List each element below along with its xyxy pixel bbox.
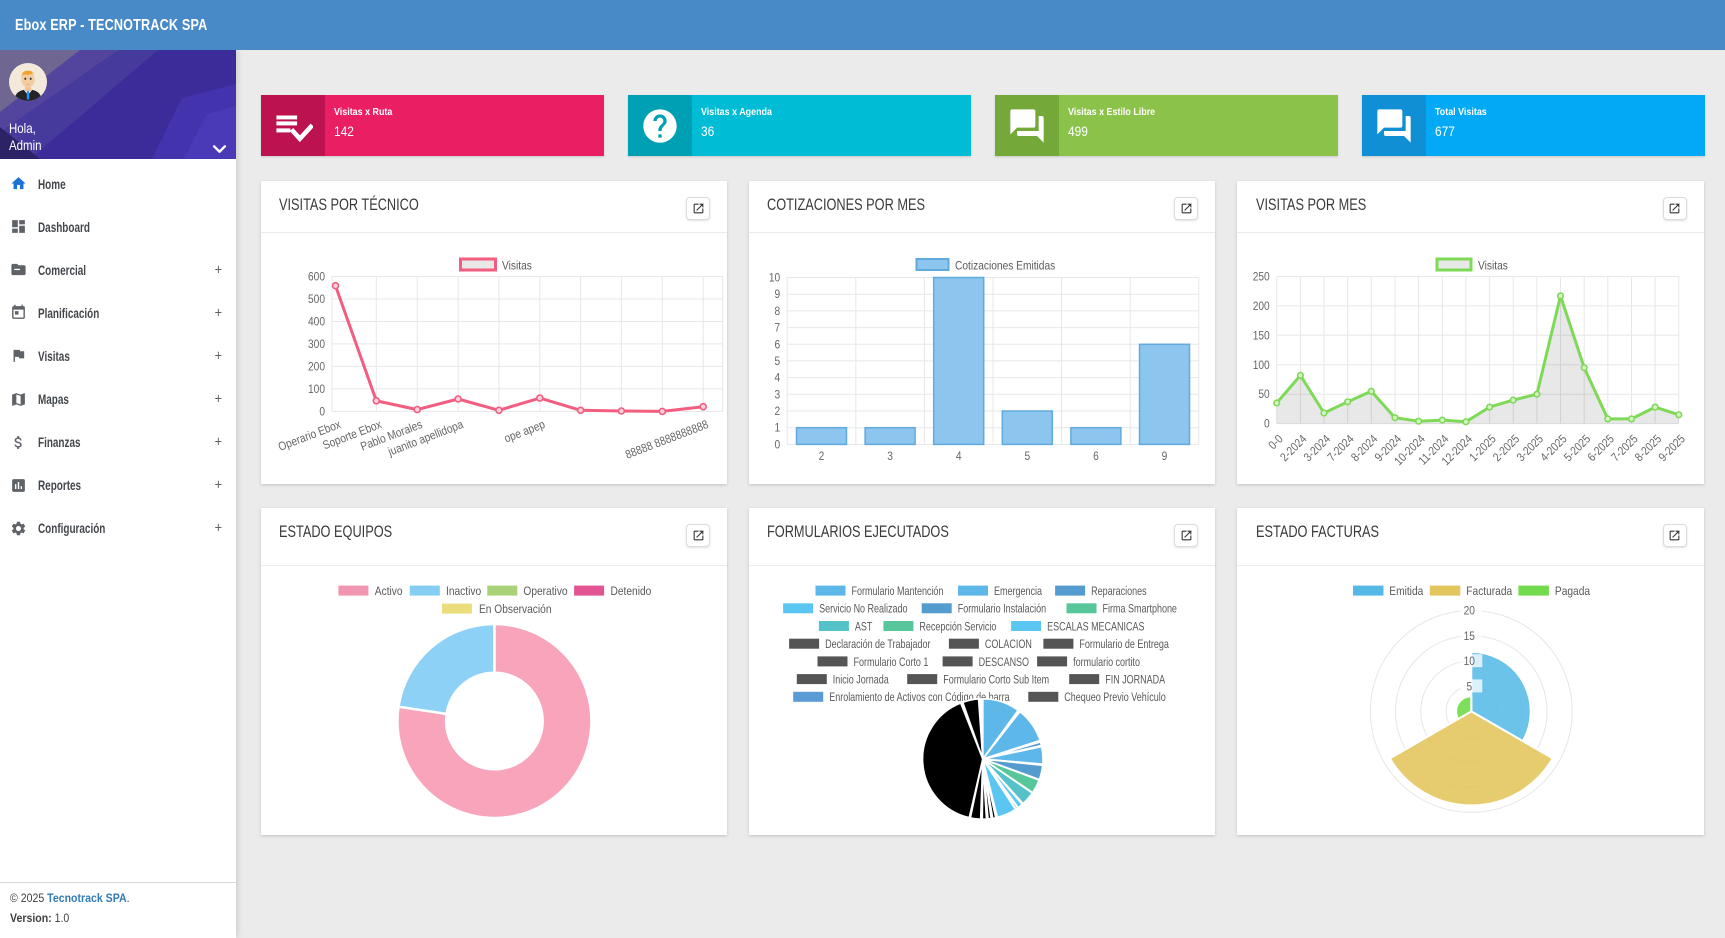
- svg-text:Servicio No Realizado: Servicio No Realizado: [819, 603, 908, 617]
- svg-text:Cotizaciones Emitidas: Cotizaciones Emitidas: [955, 260, 1056, 273]
- svg-text:15: 15: [1464, 630, 1475, 643]
- svg-text:Declaración de Trabajador: Declaración de Trabajador: [825, 638, 931, 652]
- svg-text:88888 8888888888: 88888 8888888888: [623, 418, 710, 462]
- svg-text:Operativo: Operativo: [523, 585, 567, 598]
- svg-text:0: 0: [1264, 418, 1270, 431]
- svg-text:Visitas: Visitas: [1478, 260, 1508, 273]
- svg-text:7: 7: [774, 322, 780, 335]
- svg-text:ESCALAS MECANICAS: ESCALAS MECANICAS: [1047, 620, 1144, 634]
- svg-text:Firma Smartphone: Firma Smartphone: [1102, 603, 1177, 617]
- svg-text:ope apep: ope apep: [502, 418, 546, 445]
- svg-text:400: 400: [307, 316, 324, 329]
- svg-text:5: 5: [1024, 450, 1030, 463]
- svg-text:50: 50: [1258, 389, 1269, 402]
- svg-text:5: 5: [1466, 681, 1472, 694]
- svg-text:0: 0: [774, 439, 780, 452]
- svg-text:100: 100: [307, 383, 324, 396]
- svg-text:En Observación: En Observación: [479, 603, 552, 616]
- svg-text:Emergencia: Emergencia: [994, 585, 1042, 599]
- svg-text:Activo: Activo: [374, 585, 402, 598]
- svg-text:10: 10: [1464, 656, 1475, 669]
- svg-text:8-2024: 8-2024: [1349, 433, 1381, 465]
- svg-text:8-2025: 8-2025: [1633, 433, 1665, 465]
- svg-text:Recepción Servicio: Recepción Servicio: [919, 620, 996, 634]
- svg-text:0: 0: [319, 406, 325, 419]
- svg-text:4: 4: [774, 372, 780, 385]
- svg-text:COLACION: COLACION: [984, 638, 1031, 652]
- svg-text:6-2025: 6-2025: [1585, 433, 1617, 465]
- svg-text:600: 600: [307, 271, 324, 284]
- svg-text:150: 150: [1253, 330, 1270, 343]
- svg-text:Chequeo Previo Vehículo: Chequeo Previo Vehículo: [1064, 691, 1166, 705]
- svg-text:Formulario Corto Sub Item: Formulario Corto Sub Item: [943, 673, 1049, 687]
- svg-text:250: 250: [1253, 271, 1270, 284]
- svg-text:Emitida: Emitida: [1389, 585, 1424, 598]
- svg-text:20: 20: [1464, 605, 1475, 618]
- svg-text:3: 3: [774, 389, 780, 402]
- svg-text:FIN JORNADA: FIN JORNADA: [1105, 673, 1166, 687]
- svg-text:Inicio Jornada: Inicio Jornada: [832, 673, 888, 687]
- svg-text:DESCANSO: DESCANSO: [978, 656, 1028, 670]
- svg-text:formulario cortito: formulario cortito: [1073, 656, 1140, 670]
- svg-text:6: 6: [1093, 450, 1099, 463]
- svg-text:10: 10: [768, 272, 779, 285]
- svg-text:9: 9: [1161, 450, 1167, 463]
- svg-text:2: 2: [818, 450, 824, 463]
- svg-text:Formulario Corto 1: Formulario Corto 1: [853, 656, 928, 670]
- svg-text:Formulario Instalación: Formulario Instalación: [957, 603, 1046, 617]
- svg-text:9-2025: 9-2025: [1656, 433, 1688, 465]
- svg-text:3: 3: [887, 450, 893, 463]
- svg-text:100: 100: [1253, 359, 1270, 372]
- svg-text:5: 5: [774, 355, 780, 368]
- svg-text:4-2025: 4-2025: [1538, 433, 1570, 465]
- svg-text:Pagada: Pagada: [1555, 585, 1591, 598]
- svg-text:Detenido: Detenido: [610, 585, 651, 598]
- svg-text:4: 4: [955, 450, 961, 463]
- svg-text:Reparaciones: Reparaciones: [1091, 585, 1146, 599]
- svg-text:300: 300: [307, 338, 324, 351]
- svg-text:6: 6: [774, 339, 780, 352]
- svg-text:200: 200: [307, 361, 324, 374]
- svg-text:Visitas: Visitas: [502, 260, 532, 273]
- svg-text:3-2024: 3-2024: [1302, 433, 1334, 465]
- svg-text:2: 2: [774, 405, 780, 418]
- svg-text:Inactivo: Inactivo: [446, 585, 481, 598]
- svg-text:AST: AST: [854, 620, 872, 634]
- svg-text:1: 1: [774, 422, 780, 435]
- svg-text:2-2025: 2-2025: [1491, 433, 1523, 465]
- svg-text:200: 200: [1253, 300, 1270, 313]
- svg-text:Formulario Mantención: Formulario Mantención: [851, 585, 943, 599]
- svg-text:8: 8: [774, 305, 780, 318]
- svg-text:9: 9: [774, 289, 780, 302]
- svg-text:500: 500: [307, 293, 324, 306]
- svg-text:Formulario de Entrega: Formulario de Entrega: [1079, 638, 1169, 652]
- svg-text:Facturada: Facturada: [1466, 585, 1513, 598]
